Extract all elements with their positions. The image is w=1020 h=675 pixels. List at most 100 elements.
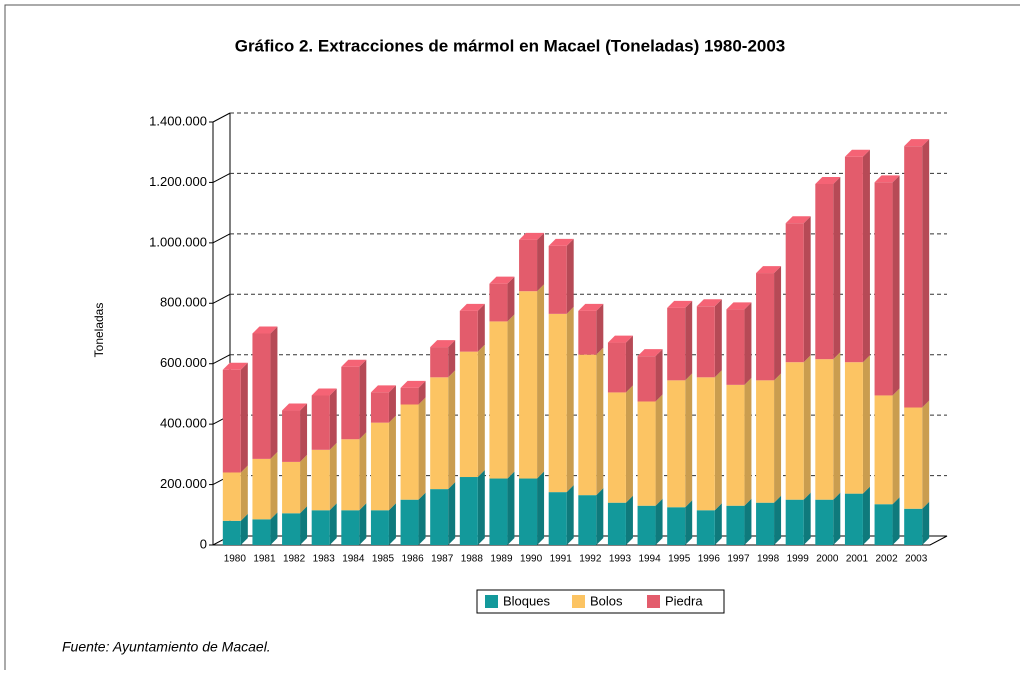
bar-side xyxy=(448,370,456,490)
x-tick-label: 2000 xyxy=(816,554,839,565)
legend-swatch xyxy=(647,595,660,608)
chart-title: Gráfico 2. Extracciones de mármol en Mac… xyxy=(235,36,786,55)
bar xyxy=(726,309,745,385)
bar xyxy=(815,183,834,360)
bar-side xyxy=(240,362,248,473)
bar-side xyxy=(862,486,870,545)
x-tick-label: 1987 xyxy=(431,554,454,565)
x-tick-label: 1982 xyxy=(283,554,306,565)
bar xyxy=(548,492,567,545)
bar-side xyxy=(655,394,663,506)
bar xyxy=(815,359,834,500)
x-tick-label: 1981 xyxy=(253,554,276,565)
bar xyxy=(311,510,330,545)
bar-top xyxy=(489,276,515,284)
bar-side xyxy=(388,415,396,511)
bar-top xyxy=(430,340,456,348)
bar xyxy=(844,362,863,494)
bar-side xyxy=(507,276,515,322)
bar xyxy=(341,366,360,440)
bar xyxy=(222,472,241,521)
bar-side xyxy=(448,340,456,378)
bar-top xyxy=(726,302,752,310)
bar xyxy=(459,351,478,478)
y-axis-label: Toneladas xyxy=(92,303,106,358)
legend-item: Piedra xyxy=(647,593,703,608)
x-tick-label: 2001 xyxy=(846,554,869,565)
bar-side xyxy=(862,355,870,494)
bar xyxy=(430,377,449,490)
bar xyxy=(637,401,656,506)
x-tick-label: 2002 xyxy=(875,554,898,565)
bar xyxy=(904,146,923,408)
bar-side xyxy=(537,232,545,292)
y-tick-label: 1.400.000 xyxy=(149,113,207,128)
bar-side xyxy=(240,465,248,521)
y-tick-label: 600.000 xyxy=(160,355,207,370)
bar xyxy=(726,384,745,506)
bar xyxy=(637,505,656,545)
bar xyxy=(222,520,241,545)
y-tick-label: 1.000.000 xyxy=(149,234,207,249)
x-tick-label: 1986 xyxy=(401,554,424,565)
bar xyxy=(430,489,449,545)
bar-top xyxy=(222,362,248,370)
bar xyxy=(815,499,834,545)
x-tick-label: 1992 xyxy=(579,554,602,565)
bar-side xyxy=(300,403,308,462)
bar-side xyxy=(477,303,485,352)
y-tick-label: 800.000 xyxy=(160,295,207,310)
bar-top xyxy=(756,266,782,274)
bar-side xyxy=(803,355,811,500)
bar xyxy=(756,273,775,381)
bar-top xyxy=(548,238,574,246)
bar-side xyxy=(507,471,515,545)
bar xyxy=(756,502,775,545)
bar-side xyxy=(566,306,574,493)
bar-side xyxy=(862,149,870,363)
bar-top xyxy=(311,388,337,396)
bar xyxy=(785,223,804,363)
grid-diag xyxy=(212,354,231,365)
bar-side xyxy=(892,388,900,505)
legend-label: Bolos xyxy=(590,593,623,608)
bar xyxy=(222,369,241,473)
y-tick-label: 1.200.000 xyxy=(149,174,207,189)
bar-top xyxy=(607,335,633,343)
legend-item: Bloques xyxy=(485,593,550,608)
bar-side xyxy=(477,344,485,478)
bar xyxy=(519,291,538,479)
bar xyxy=(696,377,715,511)
bar-side xyxy=(418,380,426,405)
bar-side xyxy=(714,299,722,378)
bar-side xyxy=(655,349,663,402)
x-tick-label: 1983 xyxy=(313,554,336,565)
bar-side xyxy=(685,500,693,545)
bar xyxy=(519,478,538,545)
bar-side xyxy=(537,471,545,545)
bar xyxy=(430,347,449,378)
bar xyxy=(607,502,626,545)
bar-side xyxy=(625,335,633,393)
bar xyxy=(696,510,715,545)
bar xyxy=(548,245,567,314)
grid-diag xyxy=(212,172,231,183)
grid-diag xyxy=(212,112,231,123)
x-tick-label: 1993 xyxy=(609,554,632,565)
legend-label: Piedra xyxy=(665,593,703,608)
bar-side xyxy=(566,485,574,545)
bar-top xyxy=(519,232,545,240)
bar-side xyxy=(329,503,337,545)
legend-item: Bolos xyxy=(572,593,623,608)
legend-swatch xyxy=(572,595,585,608)
bar-top xyxy=(815,176,841,184)
bar xyxy=(637,356,656,402)
bar xyxy=(370,510,389,545)
x-tick-label: 1991 xyxy=(550,554,573,565)
bar-side xyxy=(774,373,782,503)
bar-side xyxy=(625,495,633,545)
bar-side xyxy=(418,397,426,500)
bar-side xyxy=(774,266,782,381)
bar xyxy=(370,422,389,511)
bar xyxy=(311,449,330,511)
